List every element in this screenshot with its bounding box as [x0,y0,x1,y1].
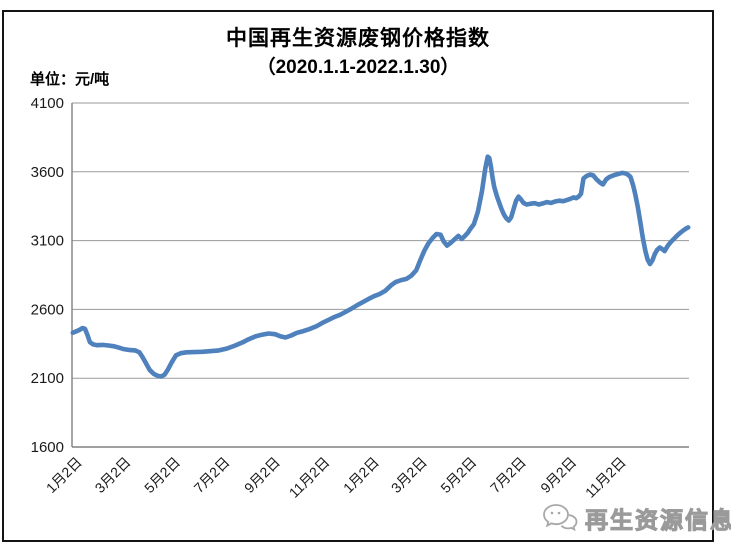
watermark-site-name: 再生资源信息网 [585,507,731,534]
unit-label: 单位：元/吨 [30,71,110,88]
chart-subtitle: （2020.1.1-2022.1.30） [256,57,460,78]
chart-frame [2,10,714,542]
chart-title: 中国再生资源废钢价格指数 [226,27,490,50]
watermark: 再生资源信息网 [542,501,731,535]
chat-bubbles-icon [543,504,578,532]
